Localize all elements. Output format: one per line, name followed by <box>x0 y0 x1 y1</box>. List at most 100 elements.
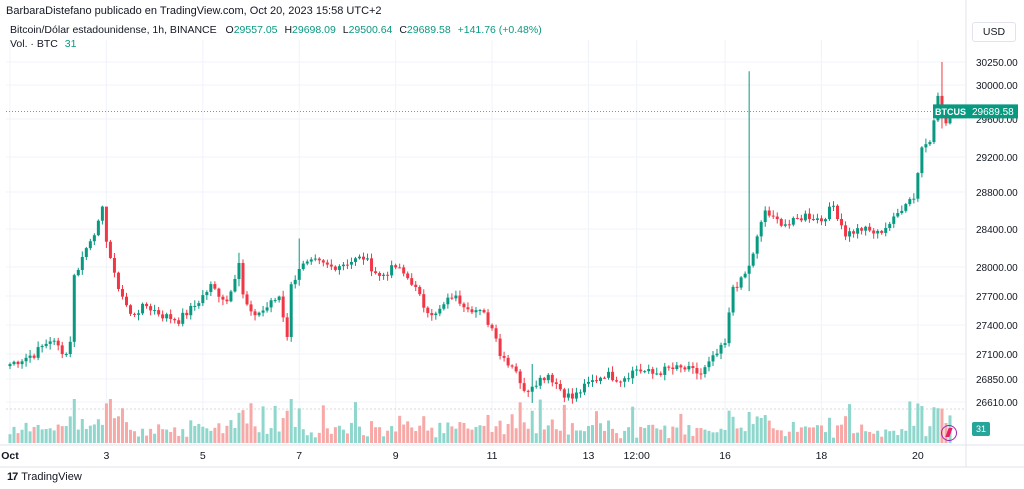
volume-bar <box>880 436 884 443</box>
candle-body <box>277 296 281 301</box>
candle-body <box>68 341 72 355</box>
volume-bar <box>321 405 325 443</box>
volume-bar <box>643 428 647 443</box>
y-tick-label: 28000.00 <box>976 263 1018 274</box>
candle-body <box>12 361 16 365</box>
candle-body <box>546 374 550 381</box>
candle-body <box>72 275 76 342</box>
volume-bar <box>615 433 619 443</box>
volume-bar <box>526 428 530 443</box>
candle-body <box>116 272 120 290</box>
candle-body <box>856 228 860 234</box>
x-tick-label: 7 <box>296 450 302 462</box>
volume-bar <box>197 423 201 443</box>
volume-bar <box>631 406 635 443</box>
candle-body <box>651 369 655 374</box>
candle-body <box>289 284 293 337</box>
volume-bar <box>345 433 349 443</box>
volume-bar <box>936 408 940 443</box>
volume-bar <box>819 425 823 443</box>
volume-bar <box>462 422 466 443</box>
candle-body <box>868 226 872 231</box>
candle-body <box>462 303 466 308</box>
volume-bar <box>823 432 827 443</box>
candle-body <box>860 228 864 231</box>
candle-body <box>382 274 386 276</box>
volume-bar <box>550 419 554 443</box>
volume-last-badge: 31 <box>972 422 990 436</box>
footer: 17 TradingView <box>0 467 1024 489</box>
candle-body <box>301 263 305 269</box>
volume-bar <box>153 433 157 443</box>
candle-body <box>767 210 771 216</box>
candle-body <box>213 284 217 289</box>
candle-body <box>205 292 209 296</box>
y-tick-label: 28800.00 <box>976 188 1018 199</box>
volume-bar <box>574 430 578 443</box>
candle-body <box>229 291 233 302</box>
symbol-description[interactable]: Bitcoin/Dólar estadounidense, 1h, BINANC… <box>10 24 217 36</box>
candle-body <box>157 310 161 315</box>
volume-bar <box>149 428 153 443</box>
y-tick-label: 26850.00 <box>976 375 1018 386</box>
volume-bar <box>586 425 590 443</box>
volume-bar <box>28 431 32 443</box>
volume-bar <box>594 411 598 443</box>
volume-bar <box>20 429 24 443</box>
candle-body <box>197 303 201 306</box>
volume-row: Vol. · BTC 31 <box>10 38 542 52</box>
candle-body <box>751 253 755 266</box>
volume-bar <box>534 433 538 443</box>
candle-body <box>20 361 24 365</box>
x-tick-label: 16 <box>719 450 731 462</box>
volume-bar <box>707 430 711 443</box>
candle-body <box>739 277 743 288</box>
volume-bar <box>466 428 470 443</box>
volume-bar <box>237 412 241 443</box>
volume-bar <box>317 432 321 443</box>
volume-label[interactable]: Vol. · BTC <box>10 38 58 50</box>
volume-bar <box>558 430 562 443</box>
volume-bar <box>542 429 546 443</box>
volume-bar <box>161 429 165 443</box>
volume-bar <box>932 407 936 443</box>
candle-body <box>904 204 908 211</box>
candle-body <box>775 216 779 220</box>
candle-body <box>482 310 486 313</box>
candle-body <box>104 206 108 242</box>
candle-body <box>779 219 783 226</box>
candle-body <box>667 366 671 368</box>
candle-body <box>325 262 329 265</box>
volume-bar <box>783 436 787 443</box>
volume-bar <box>386 430 390 443</box>
symbol-badge <box>933 104 966 119</box>
volume-bar <box>478 425 482 443</box>
candle-body <box>137 313 141 315</box>
candle-body <box>402 267 406 274</box>
volume-bar <box>735 428 739 443</box>
last-price-badge <box>966 104 1018 119</box>
candle-body <box>253 311 257 316</box>
volume-bar <box>24 422 28 443</box>
candle-body <box>337 266 341 270</box>
volume-bar <box>209 430 213 443</box>
candle-body <box>60 345 64 355</box>
lightning-icon[interactable] <box>941 425 957 441</box>
candle-body <box>787 224 791 226</box>
candle-body <box>723 343 727 345</box>
candle-body <box>743 273 747 278</box>
candle-body <box>803 213 807 221</box>
volume-bar <box>482 425 486 443</box>
volume-bar <box>546 425 550 443</box>
volume-bar <box>129 429 133 443</box>
y-tick-label: 29600.00 <box>976 115 1018 126</box>
candle-body <box>8 364 12 367</box>
tradingview-logo[interactable]: 17 TradingView <box>7 471 82 483</box>
volume-bar <box>12 426 16 443</box>
volume-bar <box>402 424 406 443</box>
volume-bar <box>293 426 297 443</box>
volume-bar <box>60 426 64 443</box>
volume-bar <box>815 425 819 443</box>
currency-button[interactable]: USD <box>972 22 1016 42</box>
